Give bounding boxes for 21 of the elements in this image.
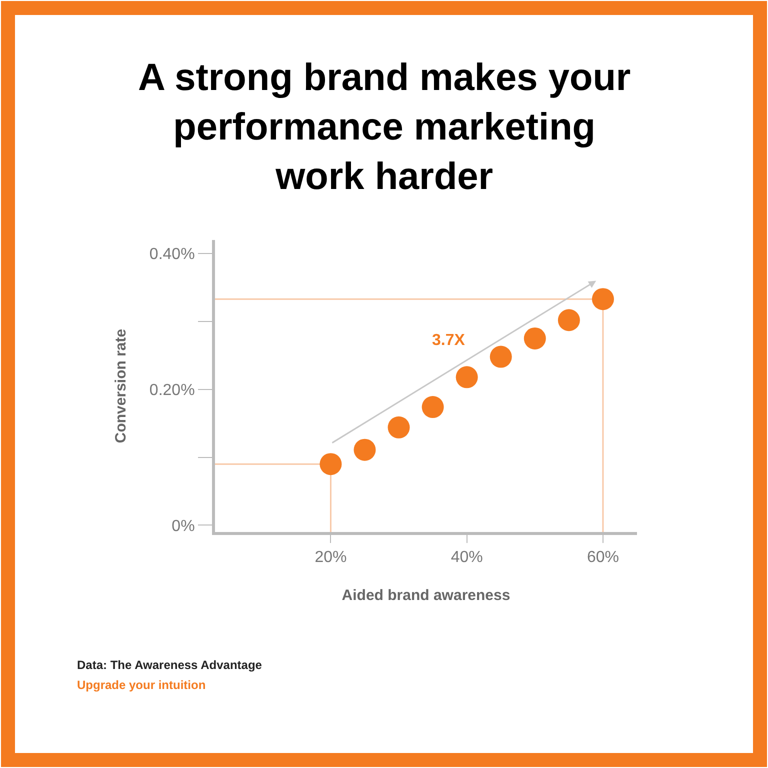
point [490, 346, 512, 368]
y-tick-label: 0.40% [149, 246, 195, 264]
point [388, 416, 410, 438]
x-axis-title: Aided brand awareness [342, 587, 510, 604]
annotation: 3.7X [432, 332, 466, 349]
chart-title: A strong brand makes your performance marketing work harder [138, 57, 631, 198]
y-tick-label: 0% [172, 518, 195, 535]
x-tick-label: 60% [586, 549, 619, 566]
point [320, 453, 342, 476]
x-tick-label: 20% [314, 549, 347, 566]
text: Upgrade your intuition [77, 678, 206, 692]
point [592, 288, 614, 310]
point [524, 327, 546, 350]
point [422, 396, 444, 418]
y-tick-label: 0.20% [149, 382, 195, 399]
text: Data: The Awareness Advantage [77, 658, 262, 672]
point [354, 438, 376, 461]
x-tick-label: 40% [450, 549, 483, 566]
point [456, 366, 478, 388]
y-axis-title: Conversion rate [112, 328, 130, 444]
point [558, 309, 580, 332]
